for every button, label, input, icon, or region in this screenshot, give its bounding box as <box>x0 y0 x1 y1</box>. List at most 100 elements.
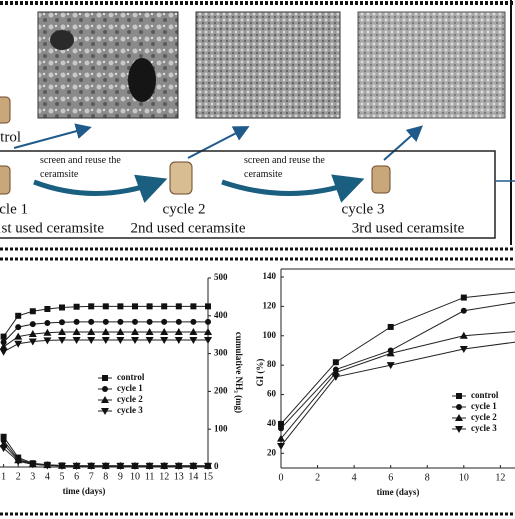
y-tick-label: 120 <box>263 300 277 310</box>
x-tick-label: 6 <box>74 471 79 482</box>
y-tick-label: 40 <box>267 418 277 428</box>
marker <box>189 462 198 470</box>
legend-marker <box>101 396 109 403</box>
y2-tick-label: 100 <box>214 423 228 433</box>
marker <box>146 303 153 310</box>
marker <box>72 328 81 336</box>
label: 3rd used ceramsite <box>352 220 465 236</box>
x-tick-label: 5 <box>60 471 65 482</box>
y2-tick-label: 300 <box>214 348 228 358</box>
marker <box>0 342 8 350</box>
marker <box>460 294 467 301</box>
legend-marker <box>102 386 108 392</box>
legend-label: cycle 3 <box>117 405 143 415</box>
marker <box>29 321 36 328</box>
marker <box>204 462 212 470</box>
legend-marker <box>101 408 109 415</box>
x-tick-label: 11 <box>145 471 155 482</box>
x-tick-label: 13 <box>174 471 184 482</box>
marker <box>386 362 395 370</box>
marker <box>116 328 125 336</box>
marker <box>116 462 125 470</box>
marker <box>15 312 22 319</box>
marker <box>189 336 198 344</box>
reuse-label: screen and reuse the ceramsite <box>40 155 121 180</box>
marker <box>459 331 468 339</box>
marker <box>205 303 211 310</box>
sem-image <box>37 11 179 119</box>
marker <box>161 303 168 310</box>
marker <box>131 328 139 336</box>
x-tick-label: 14 <box>188 471 198 482</box>
x-tick-label: 8 <box>425 472 430 483</box>
marker <box>131 336 139 344</box>
marker <box>331 373 340 381</box>
x-axis-label: time (days) <box>377 487 420 497</box>
x-tick-label: 12 <box>495 472 505 483</box>
marker <box>387 323 394 330</box>
marker <box>175 303 182 310</box>
x-tick-label: 2 <box>315 472 320 483</box>
arrow <box>187 126 250 159</box>
x-tick-label: 12 <box>159 471 169 482</box>
marker <box>160 336 169 344</box>
arrow <box>383 125 423 161</box>
x-axis-label: time (days) <box>63 486 106 496</box>
marker <box>204 336 212 344</box>
marker <box>28 338 37 346</box>
marker <box>190 318 197 325</box>
y-axis-label: GI (%) <box>255 359 265 387</box>
marker <box>132 318 138 325</box>
marker <box>0 433 7 440</box>
marker <box>331 368 340 376</box>
x-tick-label: 10 <box>130 471 140 482</box>
marker <box>101 336 110 344</box>
marker <box>14 332 23 340</box>
marker <box>72 462 81 470</box>
marker <box>160 328 169 336</box>
marker <box>190 303 197 310</box>
marker <box>189 328 198 336</box>
legend-label: control <box>471 390 499 400</box>
ceramsite-icon <box>0 165 11 195</box>
x-tick-label: 0 <box>279 472 284 483</box>
x-tick-label: 9 <box>118 471 123 482</box>
y-tick-label: 80 <box>267 359 277 369</box>
label: cycle 3 <box>342 201 385 217</box>
marker <box>73 303 80 310</box>
marker <box>44 319 51 326</box>
y2-axis-label: cumulative NH₃ (mg) <box>234 332 244 413</box>
x-tick-label: 4 <box>352 472 357 483</box>
legend-marker <box>455 414 463 421</box>
legend-label: cycle 3 <box>471 423 497 433</box>
reuse-text: screen and reuse the ceramsite <box>244 155 325 180</box>
y-tick-label: 140 <box>263 271 277 281</box>
marker <box>132 303 138 310</box>
pore <box>50 30 74 50</box>
marker <box>277 434 285 442</box>
legend-marker <box>456 404 462 410</box>
marker <box>44 305 51 312</box>
marker <box>58 328 66 336</box>
marker <box>174 328 183 336</box>
marker <box>58 462 66 470</box>
marker <box>386 349 395 357</box>
marker <box>117 318 124 325</box>
marker <box>14 458 23 466</box>
label: 2nd used ceramsite <box>131 220 246 236</box>
y-tick-label: 60 <box>267 389 277 399</box>
arrow <box>13 123 92 149</box>
legend-label: cycle 1 <box>471 401 497 411</box>
marker <box>102 318 109 325</box>
legend-label: cycle 2 <box>117 394 143 404</box>
x-tick-label: 6 <box>388 472 393 483</box>
marker <box>87 462 96 470</box>
label: control <box>0 129 21 145</box>
x-tick-label: 2 <box>16 471 21 482</box>
sem-image <box>195 11 341 119</box>
y-tick-label: 100 <box>263 330 277 340</box>
marker <box>73 318 80 325</box>
marker <box>161 318 168 325</box>
